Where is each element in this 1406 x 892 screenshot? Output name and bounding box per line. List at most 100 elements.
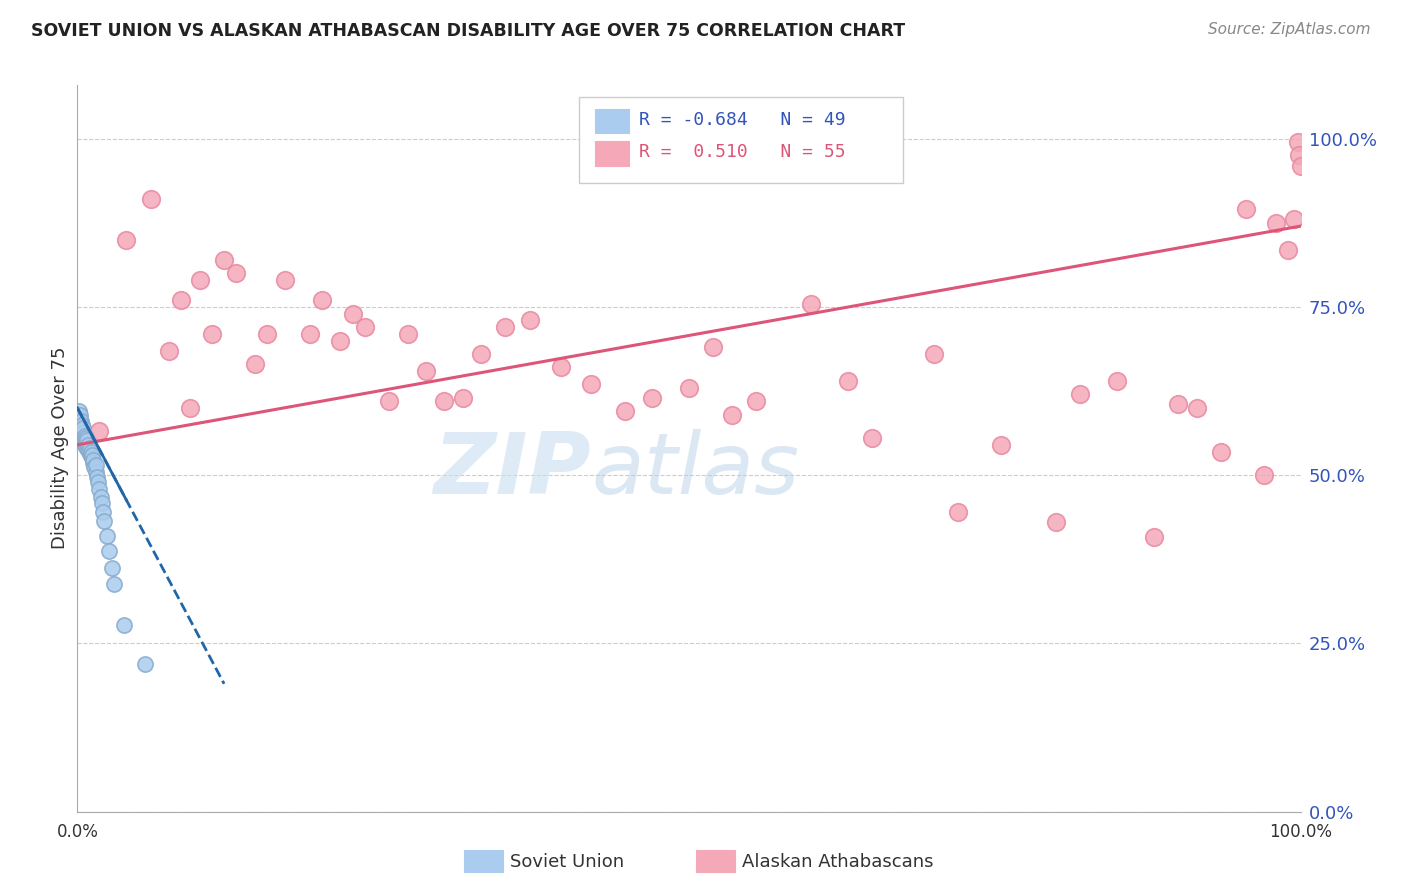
Point xyxy=(451,391,474,405)
Point xyxy=(69,421,91,435)
Point xyxy=(80,451,103,466)
Point xyxy=(470,347,492,361)
Point xyxy=(1107,374,1129,388)
Point xyxy=(100,561,122,575)
Point xyxy=(342,307,364,321)
Point xyxy=(86,469,108,483)
Point xyxy=(70,419,93,434)
Point xyxy=(90,496,112,510)
Point xyxy=(678,381,700,395)
Point xyxy=(922,347,945,361)
Text: atlas: atlas xyxy=(591,428,799,511)
Point xyxy=(80,448,103,462)
Point xyxy=(720,408,742,422)
Text: Alaskan Athabascans: Alaskan Athabascans xyxy=(742,853,934,871)
Point xyxy=(298,326,321,341)
Text: Source: ZipAtlas.com: Source: ZipAtlas.com xyxy=(1208,22,1371,37)
Point xyxy=(67,404,90,418)
Text: R =  0.510   N = 55: R = 0.510 N = 55 xyxy=(638,144,845,161)
Point xyxy=(75,440,97,454)
Point xyxy=(80,448,103,462)
Point xyxy=(256,326,278,341)
Point xyxy=(89,482,111,496)
Point xyxy=(139,192,162,206)
Point xyxy=(990,438,1012,452)
Point xyxy=(75,431,97,445)
Point xyxy=(378,394,401,409)
Point xyxy=(93,514,115,528)
Point xyxy=(82,456,104,470)
Point xyxy=(1167,397,1189,411)
Point xyxy=(1286,135,1309,149)
Point xyxy=(70,425,93,439)
Point xyxy=(862,431,884,445)
Point xyxy=(188,273,211,287)
Point xyxy=(83,460,105,475)
Point xyxy=(70,417,93,432)
Point xyxy=(170,293,193,307)
Point xyxy=(84,465,107,479)
Point xyxy=(112,617,135,632)
Point xyxy=(1284,212,1306,227)
Point xyxy=(179,401,201,415)
Point xyxy=(80,444,103,458)
Point xyxy=(84,458,107,472)
Point xyxy=(579,377,602,392)
Point xyxy=(614,404,637,418)
Point xyxy=(1265,216,1288,230)
Point xyxy=(1069,387,1091,401)
Point xyxy=(311,293,333,307)
Point xyxy=(70,427,93,442)
Point xyxy=(1234,202,1257,217)
Point xyxy=(415,364,437,378)
Point xyxy=(274,273,297,287)
Point xyxy=(201,326,224,341)
Point xyxy=(72,426,94,441)
Point xyxy=(87,475,110,489)
Point xyxy=(1209,444,1232,458)
Point xyxy=(72,421,94,435)
Point xyxy=(70,429,93,443)
Point xyxy=(90,490,112,504)
Point xyxy=(1277,243,1299,257)
Point xyxy=(800,296,823,310)
Point xyxy=(67,411,90,425)
Point xyxy=(134,657,156,671)
Point xyxy=(212,252,235,267)
Point xyxy=(946,505,969,519)
Point xyxy=(69,408,91,422)
Point xyxy=(495,320,517,334)
Point xyxy=(77,438,100,452)
Point xyxy=(79,447,101,461)
Point xyxy=(329,334,352,348)
Point xyxy=(75,435,97,450)
Bar xyxy=(595,142,628,166)
Point xyxy=(1289,159,1312,173)
Point xyxy=(79,442,101,455)
Text: ZIP: ZIP xyxy=(433,428,591,511)
Point xyxy=(433,394,456,409)
Point xyxy=(157,343,180,358)
Point xyxy=(1185,401,1208,415)
Point xyxy=(77,442,100,457)
Point xyxy=(98,543,121,558)
Point xyxy=(837,374,859,388)
Point xyxy=(353,320,375,334)
Point xyxy=(1253,468,1275,483)
Point xyxy=(82,453,104,467)
Point xyxy=(702,340,724,354)
Point xyxy=(115,233,138,247)
Point xyxy=(76,433,98,447)
Point xyxy=(103,577,125,591)
Point xyxy=(89,425,111,439)
Point xyxy=(73,429,96,443)
Point xyxy=(1045,516,1067,530)
Point xyxy=(243,357,266,371)
Y-axis label: Disability Age Over 75: Disability Age Over 75 xyxy=(51,347,69,549)
Point xyxy=(91,505,114,519)
Text: R = -0.684   N = 49: R = -0.684 N = 49 xyxy=(638,111,845,128)
Point xyxy=(550,360,572,375)
Point xyxy=(96,529,118,543)
Point xyxy=(76,442,98,455)
Point xyxy=(73,434,96,449)
